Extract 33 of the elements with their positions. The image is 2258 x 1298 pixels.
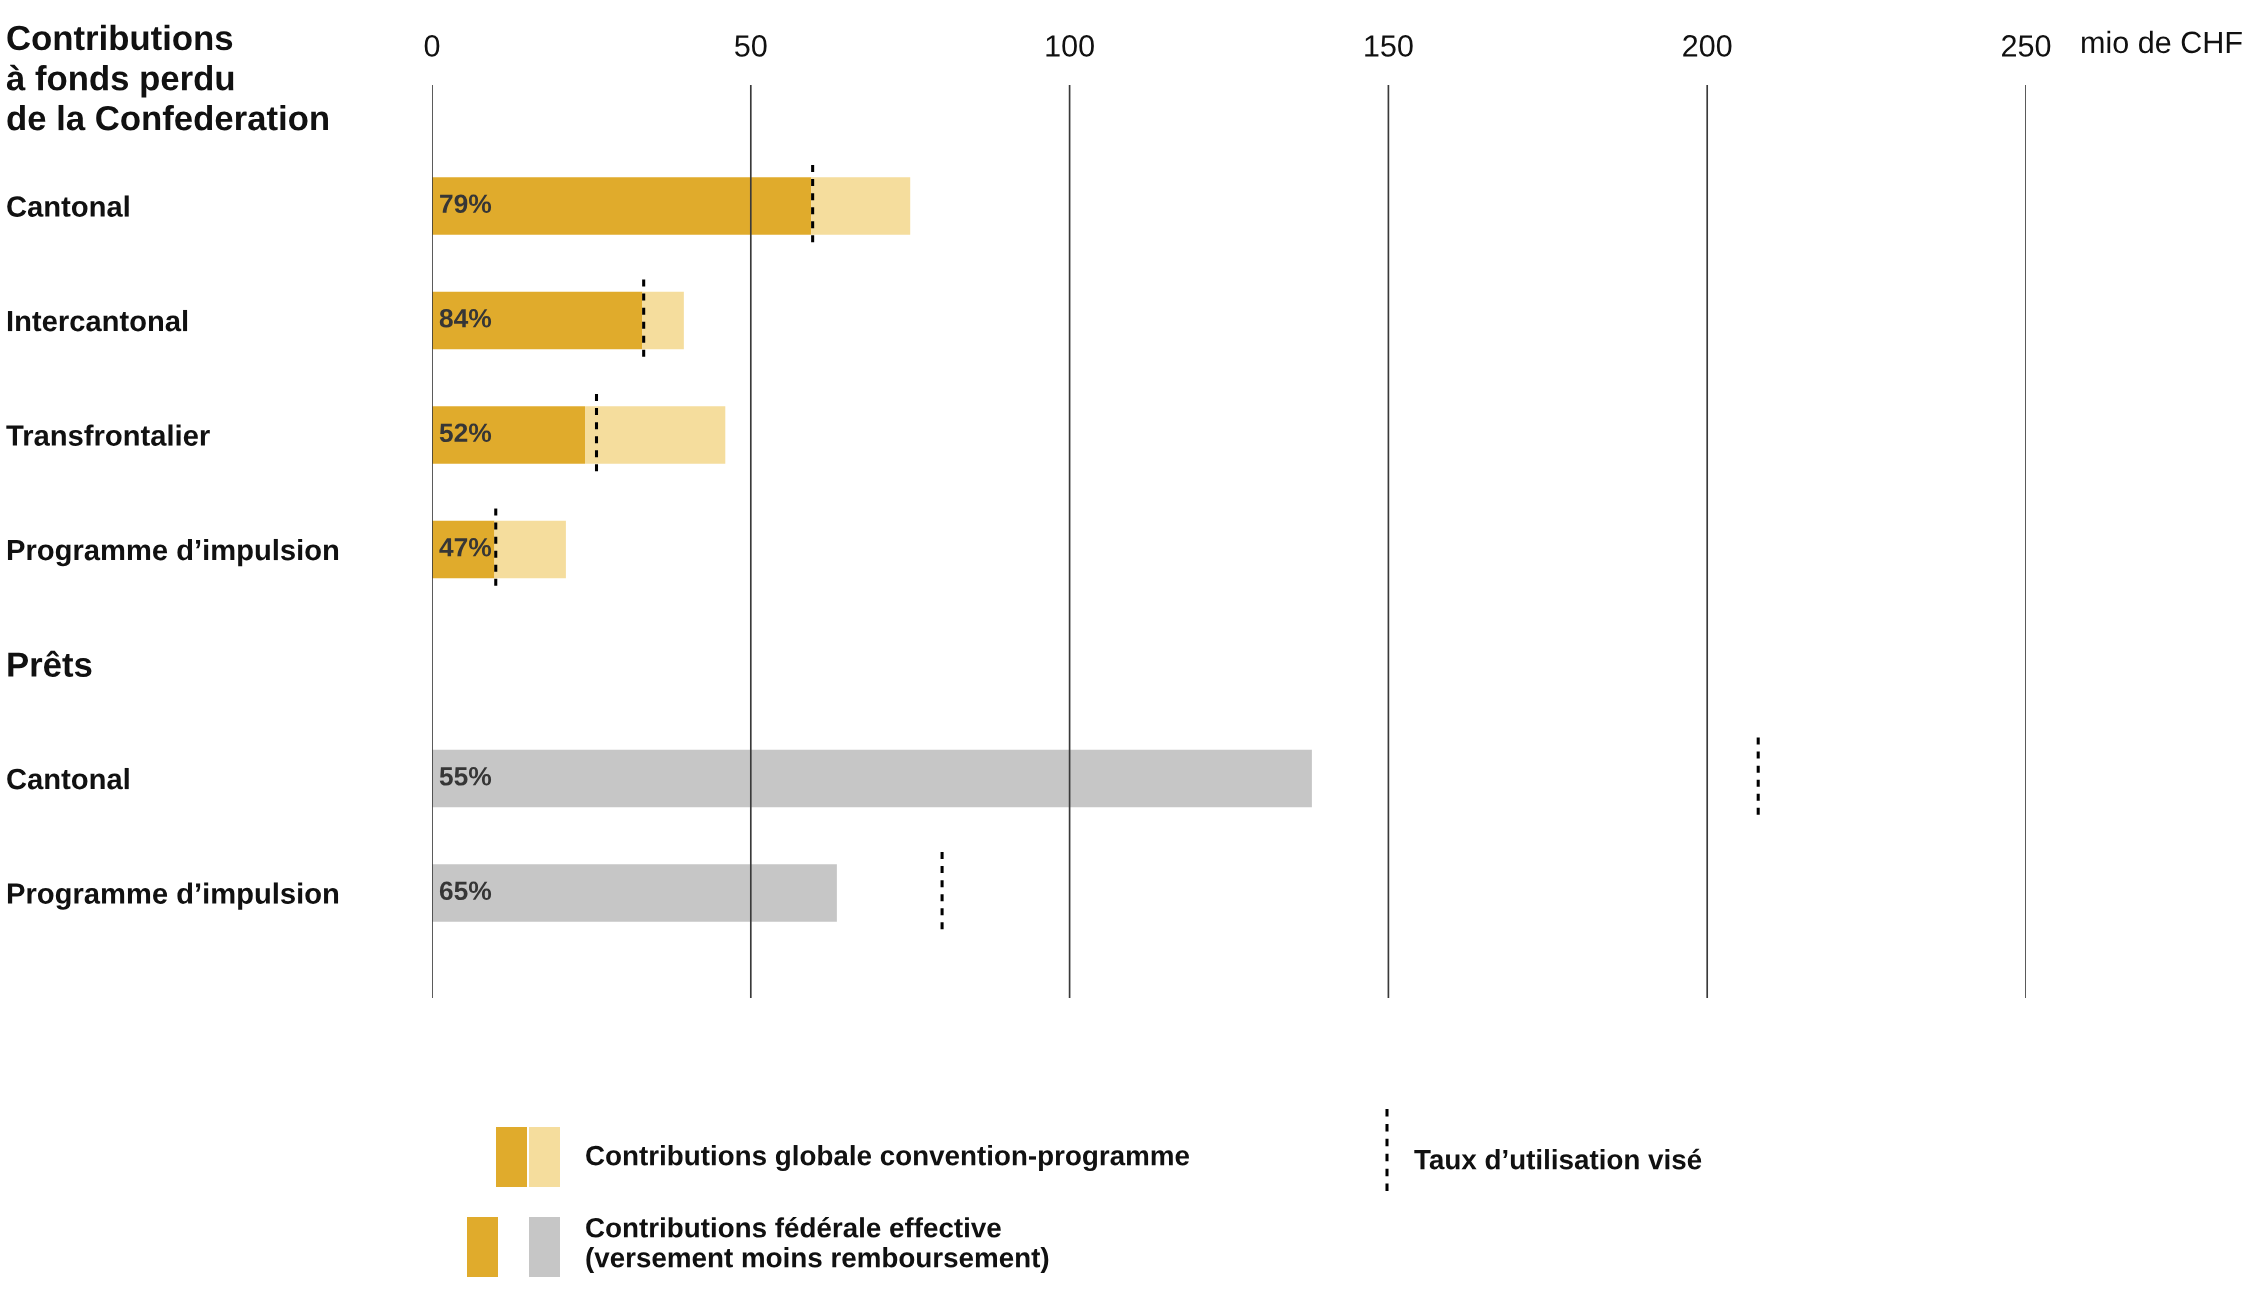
bar [432,291,643,350]
y-tick-label: Transfrontalier [6,424,210,446]
y-tick-label: Programme d’impulsion [7,882,339,910]
chart-title: Contributions à fonds perdu de la Confederation [6,24,328,131]
y-tick-label: Cantonal [7,195,129,217]
annotation: 84% [439,308,492,328]
bar [432,177,812,235]
y-tick-label: Programme d’impulsion [7,538,339,567]
annotation: 79% [440,194,492,214]
bar [811,177,911,235]
bar [585,406,726,464]
annotation: 55% [439,766,492,786]
x-tick-label: 100 [1046,35,1094,57]
legend-label: Contributions fédérale effective (versement moins remboursement) [586,1216,1049,1274]
bar [494,520,566,579]
y-tick-label: Intercantonal [7,309,188,332]
x-tick-label: 150 [1365,35,1413,57]
y-tick-label: Prêts [8,650,92,677]
x-tick-label: 250 [2002,35,2051,57]
legend-label: Contributions globale convention-programme [586,1145,1190,1172]
y-tick-label: Cantonal [7,767,129,790]
x-tick-label: 200 [1683,35,1732,57]
bar [432,864,837,922]
x-tick-label: 50 [735,35,767,57]
x-axis-title: mio de CHF [2082,30,2242,54]
legend-label: Taux d’utilisation visé [1414,1148,1702,1170]
bar [642,291,684,350]
annotation: 47% [439,537,492,557]
x-tick-label: 0 [424,35,440,57]
annotation: 52% [439,423,492,443]
bar [432,406,586,464]
bar [432,749,1312,808]
annotation: 65% [439,881,492,901]
